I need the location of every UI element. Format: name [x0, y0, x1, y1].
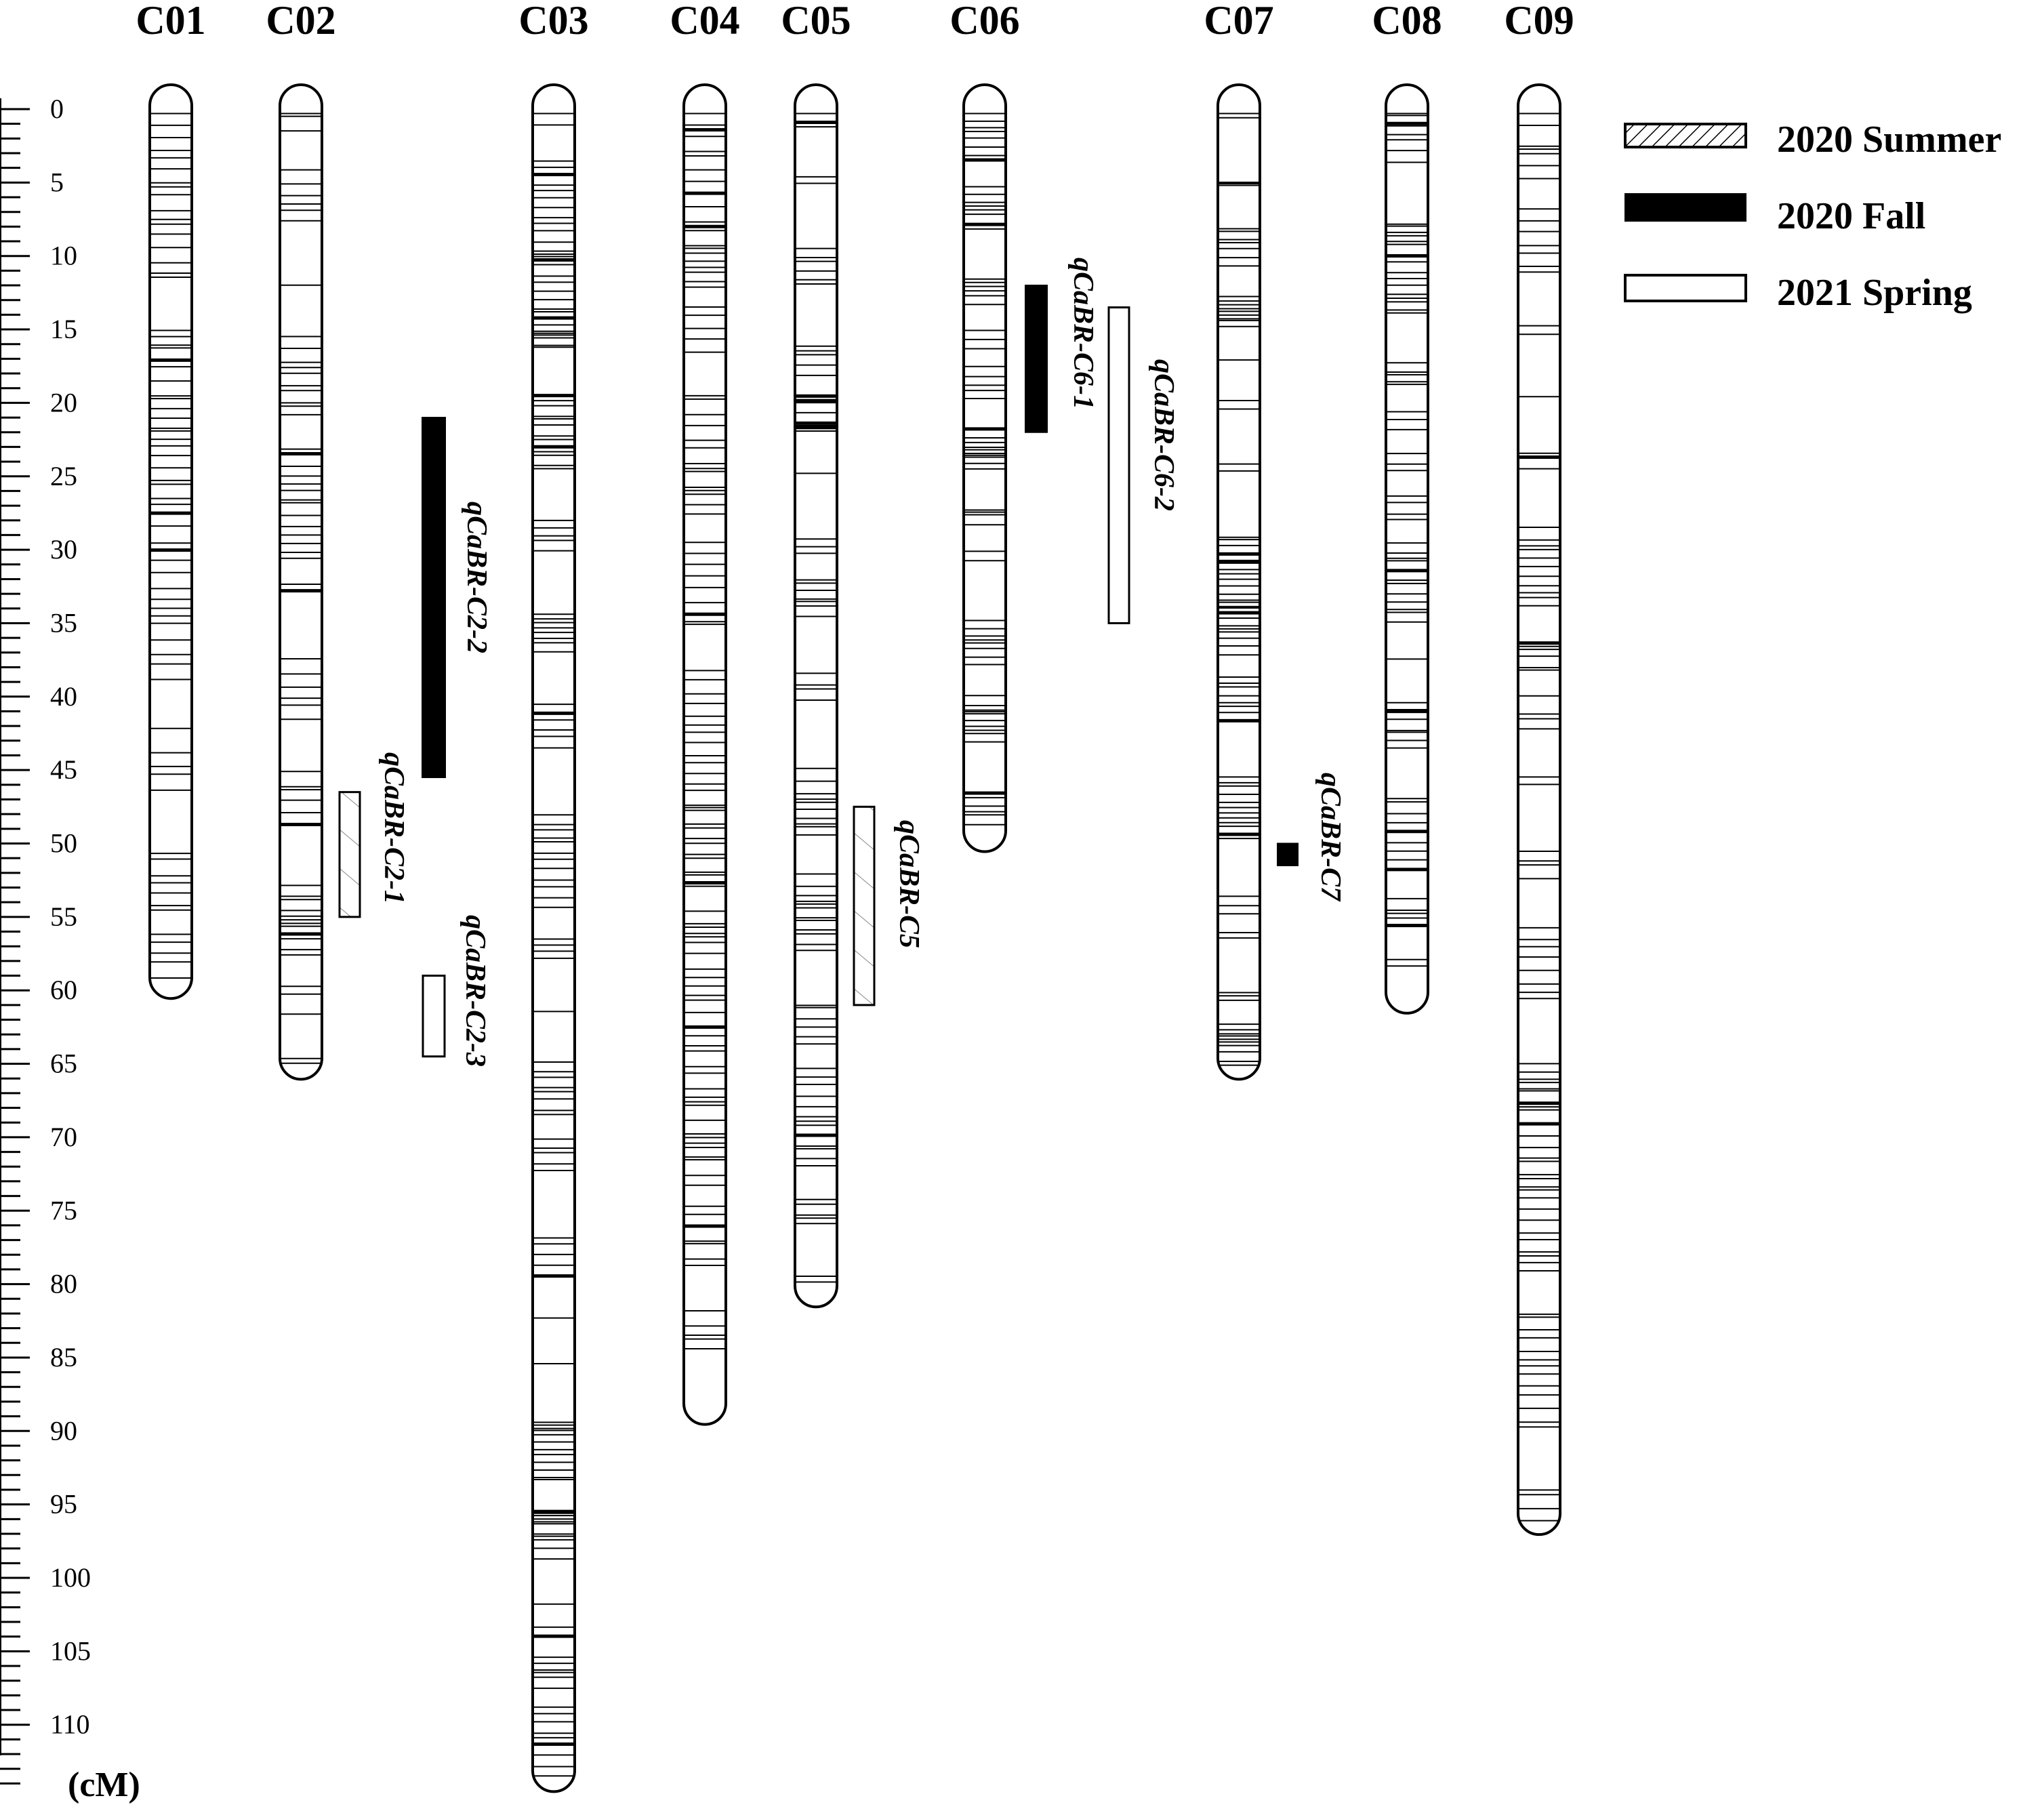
qtl-qcabr-c6-2: qCaBR-C6-2 — [1107, 306, 1179, 624]
qtl-qcabr-c5: qCaBR-C5 — [853, 805, 924, 1006]
qtl-label: qCaBR-C7 — [1315, 773, 1346, 902]
chromosome-outline — [962, 83, 1007, 853]
marker-lines — [280, 113, 322, 1064]
chromosome-c01: C01 — [136, 0, 206, 1000]
chromosome-group: C01 C02 C03 C04 C05 C06 C07 C08 C09 — [136, 0, 1574, 1793]
chromosome-c05: C05 — [781, 0, 851, 1309]
axis-tick-label: 50 — [50, 828, 77, 859]
qtl-bar — [853, 805, 876, 1006]
legend-swatch-fall — [1624, 193, 1746, 222]
chromosome-c03: C03 — [518, 0, 589, 1793]
axis-tick-labels: 0 5 10 15 20 25 30 35 40 45 50 55 60 65 70 75 80 85 90 95 10… — [50, 94, 91, 1740]
marker-lines — [684, 113, 726, 1349]
chromosome-outline — [1217, 83, 1261, 1081]
chromosome-outline — [148, 83, 193, 1000]
chromosome-c02: C02 — [266, 0, 336, 1081]
chromosome-outline — [682, 83, 727, 1426]
qtl-bar — [1277, 842, 1299, 867]
chromosome-title: C03 — [518, 0, 588, 43]
chromosome-title: C05 — [781, 0, 851, 43]
axis-tick-label: 25 — [50, 461, 77, 491]
chromosome-c09: C09 — [1504, 0, 1574, 1537]
axis-tick-label: 15 — [50, 314, 77, 344]
marker-lines — [1518, 113, 1560, 1522]
qtl-qcabr-c2-1: qCaBR-C2-1 — [338, 752, 409, 918]
axis-tick-label: 60 — [50, 975, 77, 1005]
axis-tick-label: 110 — [50, 1709, 90, 1740]
axis-tick-label: 105 — [50, 1635, 91, 1666]
qtl-qcabr-c2-2: qCaBR-C2-2 — [422, 417, 492, 778]
legend: 2020 Summer 2020 Fall 2021 Spring — [1624, 119, 2001, 314]
legend-swatch-summer — [1624, 123, 1747, 148]
qtl-bar — [338, 791, 361, 918]
axis-tick-label: 70 — [50, 1122, 77, 1152]
qtl-qcabr-c6-1: qCaBR-C6-1 — [1025, 258, 1099, 433]
chromosome-title: C07 — [1204, 0, 1273, 43]
axis-tick-label: 65 — [50, 1049, 77, 1079]
cm-axis: 0 5 10 15 20 25 30 35 40 45 50 55 60 65 70 75 80 85 90 95 10… — [0, 94, 140, 1804]
chromosome-c07: C07 — [1204, 0, 1274, 1081]
chromosome-outline — [279, 83, 323, 1081]
chromosome-c04: C04 — [670, 0, 740, 1426]
chromosome-c06: C06 — [949, 0, 1020, 853]
marker-lines — [533, 113, 575, 1777]
axis-tick-label: 100 — [50, 1562, 91, 1593]
axis-tick-label: 45 — [50, 754, 77, 785]
axis-tick-label: 55 — [50, 901, 77, 932]
axis-tick-label: 35 — [50, 607, 77, 638]
marker-lines — [1386, 113, 1428, 967]
qtl-bar — [1025, 285, 1048, 433]
axis-tick-label: 85 — [50, 1342, 77, 1372]
qtl-label: qCaBR-C5 — [893, 820, 924, 948]
axis-tick-label: 95 — [50, 1489, 77, 1520]
qtl-label: qCaBR-C6-2 — [1148, 359, 1179, 511]
axis-tick-label: 5 — [50, 167, 64, 197]
marker-lines — [1218, 113, 1260, 1066]
axis-tick-label: 40 — [50, 681, 77, 712]
chromosome-outline — [1385, 83, 1429, 1015]
chromosome-title: C04 — [670, 0, 739, 43]
qtl-label: qCaBR-C2-3 — [459, 915, 491, 1067]
qtl-group: qCaBR-C2-1 qCaBR-C2-2 qCaBR-C2-3 qCaBR-C5 qC… — [338, 258, 1346, 1067]
axis-tick-label: 30 — [50, 534, 77, 565]
axis-tick-label: 80 — [50, 1269, 77, 1299]
axis-tick-label: 0 — [50, 94, 64, 124]
qtl-qcabr-c7: qCaBR-C7 — [1277, 773, 1346, 902]
qtl-bar — [1107, 306, 1130, 624]
axis-tick-label: 75 — [50, 1195, 77, 1225]
chromosome-c08: C08 — [1372, 0, 1442, 1015]
qtl-bar — [422, 975, 446, 1058]
chromosome-title: C02 — [266, 0, 335, 43]
chromosome-title: C06 — [949, 0, 1019, 43]
qtl-label: qCaBR-C2-1 — [378, 752, 409, 904]
qtl-bar — [422, 417, 446, 778]
chromosome-outline — [794, 83, 838, 1309]
legend-label-fall: 2020 Fall — [1777, 195, 1925, 237]
axis-unit-label: (cM) — [68, 1766, 140, 1804]
axis-tick-label: 90 — [50, 1415, 77, 1446]
axis-tick-label: 20 — [50, 387, 77, 418]
chromosome-outline — [531, 83, 576, 1793]
legend-label-summer: 2020 Summer — [1777, 119, 2001, 161]
legend-label-spring: 2021 Spring — [1777, 272, 1972, 314]
qtl-label: qCaBR-C6-1 — [1067, 258, 1099, 409]
marker-lines — [795, 113, 837, 1283]
legend-swatch-spring — [1624, 274, 1747, 302]
chromosome-title: C08 — [1372, 0, 1442, 43]
chromosome-outline — [1517, 83, 1561, 1537]
axis-tick-label: 10 — [50, 241, 77, 271]
chromosome-title: C01 — [136, 0, 205, 43]
qtl-qcabr-c2-3: qCaBR-C2-3 — [422, 915, 491, 1067]
qtl-label: qCaBR-C2-2 — [461, 502, 492, 653]
marker-lines — [150, 113, 192, 979]
chromosome-title: C09 — [1504, 0, 1574, 43]
marker-lines — [964, 113, 1006, 826]
axis-ticks — [0, 108, 30, 1785]
